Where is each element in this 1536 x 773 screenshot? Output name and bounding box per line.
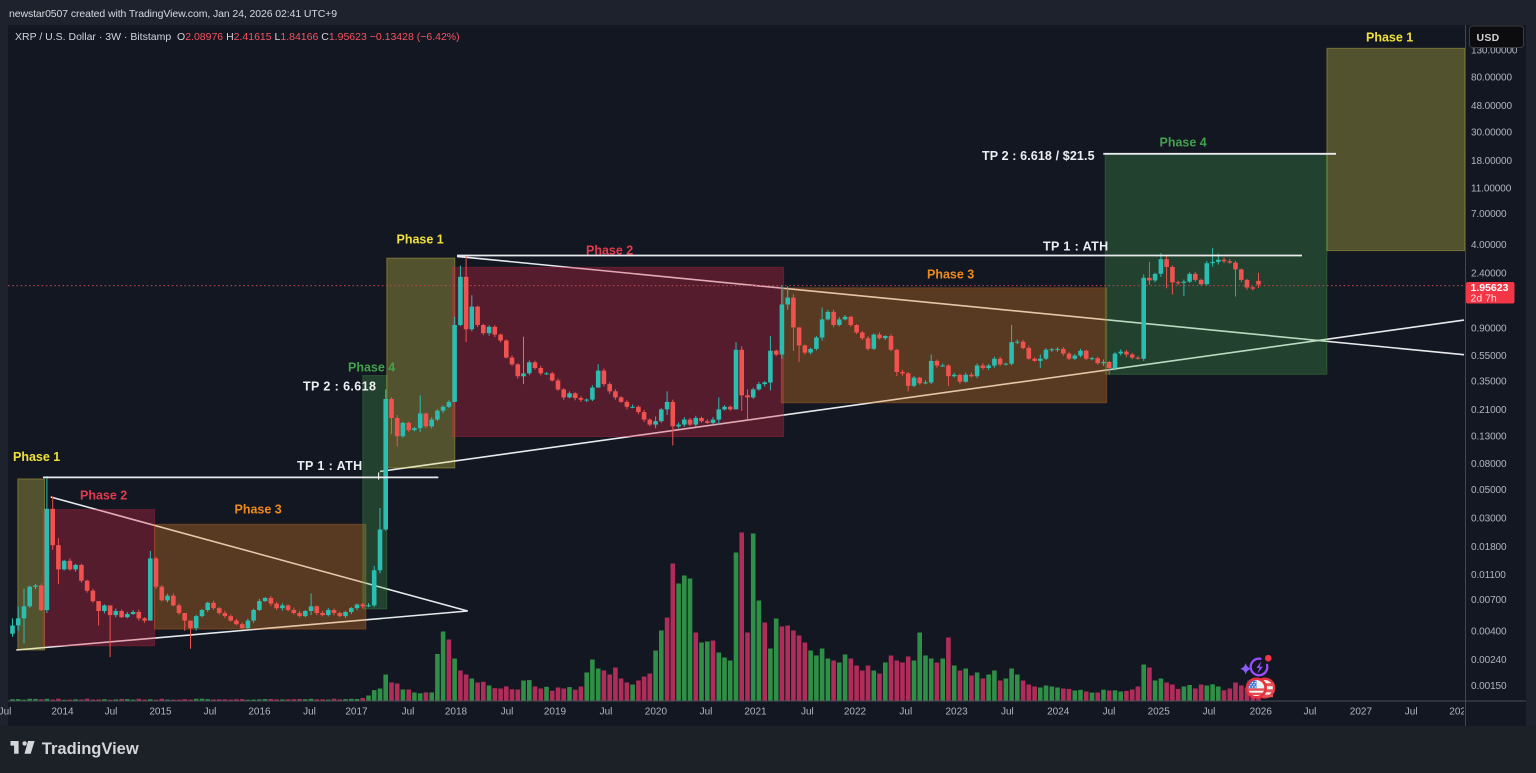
svg-text:Jul: Jul — [204, 707, 217, 718]
svg-text:0.21000: 0.21000 — [1471, 405, 1507, 416]
svg-text:Jul: Jul — [501, 707, 514, 718]
svg-text:1.95623: 1.95623 — [1471, 282, 1509, 294]
svg-text:TP 2 : 6.618: TP 2 : 6.618 — [303, 380, 376, 394]
svg-text:Phase 1: Phase 1 — [1366, 31, 1413, 45]
svg-text:2026: 2026 — [1250, 707, 1273, 718]
svg-text:2022: 2022 — [844, 707, 867, 718]
svg-text:Jul: Jul — [700, 707, 713, 718]
svg-text:Phase 3: Phase 3 — [235, 503, 282, 517]
svg-text:TP 1 : ATH: TP 1 : ATH — [297, 459, 363, 473]
svg-text:4.00000: 4.00000 — [1471, 240, 1507, 251]
svg-text:Phase 2: Phase 2 — [80, 489, 127, 503]
svg-text:Jul: Jul — [1203, 707, 1216, 718]
svg-text:Jul: Jul — [1001, 707, 1014, 718]
svg-text:130.00000: 130.00000 — [1471, 46, 1518, 57]
svg-text:2027: 2027 — [1350, 707, 1373, 718]
svg-text:USD: USD — [1477, 32, 1500, 44]
svg-text:30.00000: 30.00000 — [1471, 128, 1512, 139]
svg-text:2025: 2025 — [1148, 707, 1171, 718]
svg-text:TP 1 : ATH: TP 1 : ATH — [1043, 240, 1109, 254]
svg-text:Jul: Jul — [600, 707, 613, 718]
svg-text:0.35000: 0.35000 — [1471, 376, 1507, 387]
svg-text:Phase 4: Phase 4 — [1160, 136, 1207, 150]
svg-text:48.00000: 48.00000 — [1471, 101, 1512, 112]
svg-text:0.00240: 0.00240 — [1471, 655, 1507, 666]
svg-text:11.00000: 11.00000 — [1471, 184, 1512, 195]
svg-text:2019: 2019 — [544, 707, 567, 718]
svg-text:Jul: Jul — [899, 707, 912, 718]
svg-text:TP 2 : 6.618 / $21.5: TP 2 : 6.618 / $21.5 — [982, 149, 1095, 163]
svg-text:Jul: Jul — [1405, 707, 1418, 718]
svg-text:Phase 2: Phase 2 — [586, 244, 633, 258]
svg-text:2017: 2017 — [345, 707, 368, 718]
svg-text:2.40000: 2.40000 — [1471, 269, 1507, 280]
svg-text:2020: 2020 — [645, 707, 668, 718]
svg-text:2d 7h: 2d 7h — [1471, 292, 1497, 304]
svg-text:newstar0507 created with Tradi: newstar0507 created with TradingView.com… — [9, 8, 337, 20]
svg-text:7.00000: 7.00000 — [1471, 209, 1507, 220]
svg-text:TradingView: TradingView — [42, 740, 139, 758]
svg-text:18.00000: 18.00000 — [1471, 156, 1512, 167]
svg-text:Phase 1: Phase 1 — [13, 450, 60, 464]
svg-text:XRP / U.S. Dollar · 3W · Bitst: XRP / U.S. Dollar · 3W · Bitstamp O2.089… — [15, 31, 460, 43]
svg-text:0.00150: 0.00150 — [1471, 681, 1507, 692]
svg-text:2028: 2028 — [1449, 707, 1472, 718]
svg-text:0.00400: 0.00400 — [1471, 626, 1507, 637]
svg-text:0.55000: 0.55000 — [1471, 351, 1507, 362]
svg-text:2016: 2016 — [248, 707, 271, 718]
svg-text:0.01100: 0.01100 — [1471, 570, 1506, 581]
svg-text:2021: 2021 — [744, 707, 767, 718]
svg-text:0.90000: 0.90000 — [1471, 324, 1507, 335]
svg-text:Jul: Jul — [1304, 707, 1317, 718]
svg-text:Jul: Jul — [1103, 707, 1116, 718]
svg-text:0.00700: 0.00700 — [1471, 595, 1507, 606]
svg-text:Phase 1: Phase 1 — [397, 233, 444, 247]
svg-text:2024: 2024 — [1047, 707, 1070, 718]
svg-text:Jul: Jul — [402, 707, 415, 718]
svg-text:Jul: Jul — [0, 707, 11, 718]
svg-text:2018: 2018 — [445, 707, 468, 718]
svg-text:0.03000: 0.03000 — [1471, 514, 1507, 525]
svg-text:Jul: Jul — [801, 707, 814, 718]
svg-text:2014: 2014 — [51, 707, 74, 718]
svg-text:Jul: Jul — [105, 707, 118, 718]
svg-text:0.01800: 0.01800 — [1471, 542, 1507, 553]
svg-text:2023: 2023 — [945, 707, 968, 718]
svg-text:Jul: Jul — [303, 707, 316, 718]
svg-text:Phase 4: Phase 4 — [348, 361, 395, 375]
svg-text:0.08000: 0.08000 — [1471, 459, 1507, 470]
svg-text:0.13000: 0.13000 — [1471, 432, 1507, 443]
svg-text:Phase 3: Phase 3 — [927, 268, 974, 282]
svg-text:2015: 2015 — [149, 707, 172, 718]
svg-text:0.05000: 0.05000 — [1471, 485, 1507, 496]
svg-text:80.00000: 80.00000 — [1471, 73, 1512, 84]
